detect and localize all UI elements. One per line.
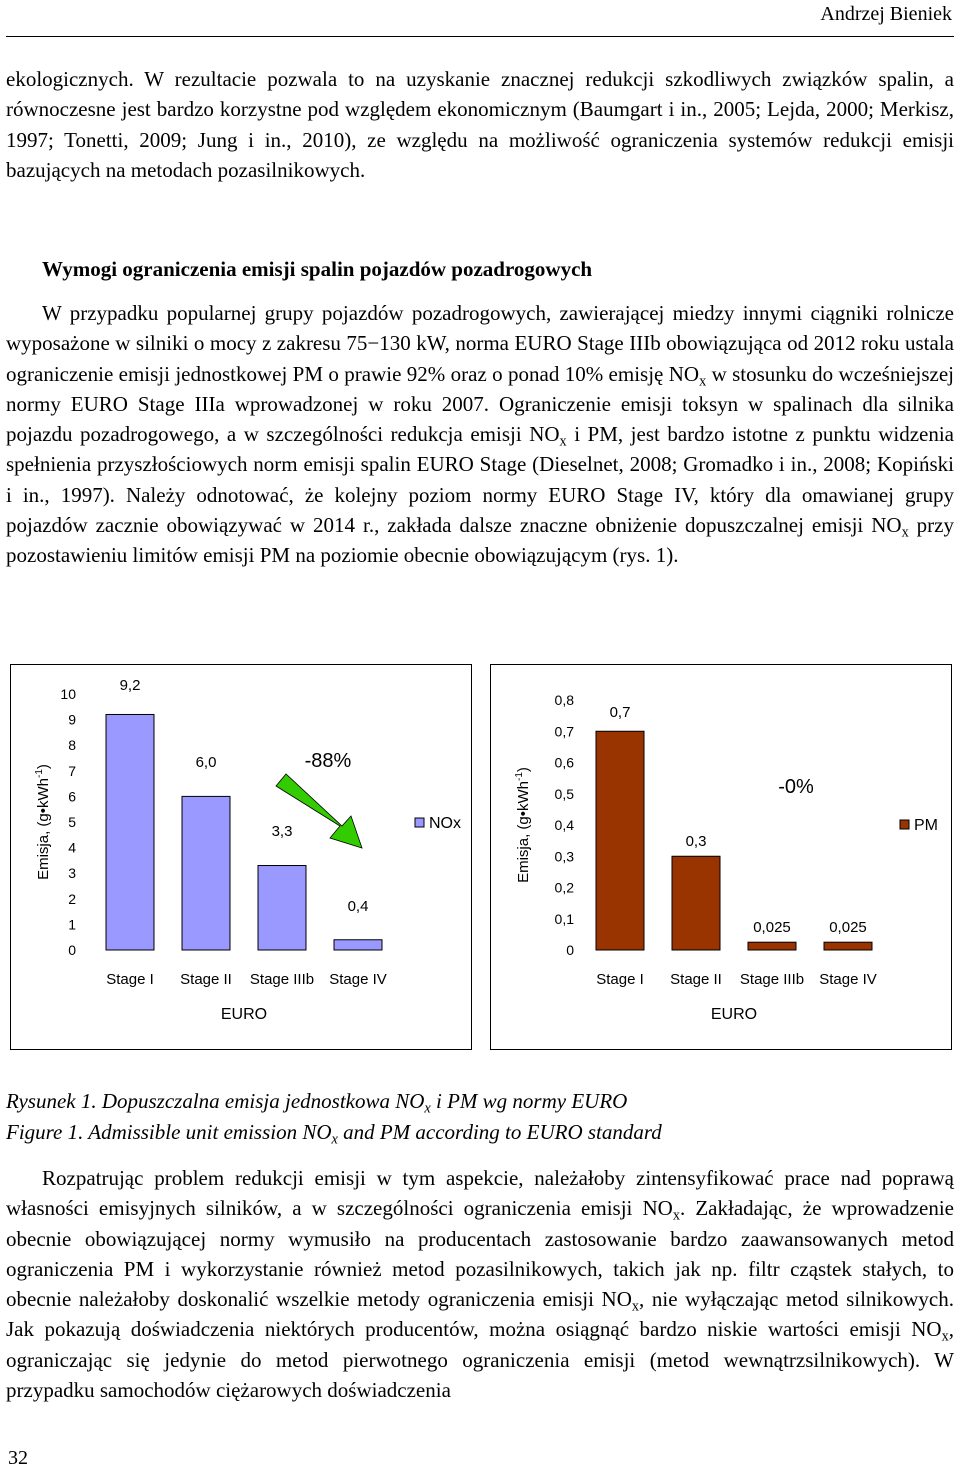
section-heading: Wymogi ograniczenia emisji spalin pojazd… [42,257,593,281]
y-tick-label: 9 [68,712,76,728]
y-tick-label: 10 [60,686,76,702]
x-axis-title: EURO [711,1006,757,1023]
y-tick-label: 6 [68,788,76,804]
y-tick-label: 0 [566,942,574,958]
y-tick-label: 0,8 [555,692,575,708]
figure-caption-en: Figure 1. Admissible unit emission NOx a… [6,1120,662,1148]
x-axis-title: EURO [221,1006,267,1023]
reduction-annotation: -88% [305,750,352,772]
y-tick-label: 8 [68,737,76,753]
paragraph-requirements: W przypadku popularnej grupy pojazdów po… [6,301,954,568]
header-rule [6,36,954,37]
paragraph-intro: ekologicznych. W rezultacie pozwala to n… [6,67,954,182]
y-tick-label: 0,2 [555,880,575,896]
bar-value-label: 0,3 [686,833,707,850]
bar-value-label: 3,3 [272,823,293,840]
bar-stage-iv [333,939,383,951]
bar-value-label: 6,0 [196,754,217,771]
y-tick-label: 0,4 [555,817,575,833]
legend-label: PM [914,817,938,834]
y-axis-title: Emisja, (g•kWh-1) [514,767,532,883]
x-category-label: Stage IV [819,971,877,988]
legend-label: NOx [429,815,461,832]
bar-stage-iv [823,941,873,951]
bar-stage-ii [181,795,231,951]
y-tick-label: 0,7 [555,723,575,739]
y-tick-label: 5 [68,814,76,830]
reduction-arrow [275,773,363,849]
bar-stage-iiib [257,865,307,951]
x-category-label: Stage II [180,971,232,988]
bar-value-label: 0,025 [753,919,791,936]
y-tick-label: 7 [68,763,76,779]
legend-swatch [899,819,910,830]
bar-stage-i [105,713,155,951]
figure-charts: 0 1 2 3 4 5 6 7 8 9 10 Emisja, (g•kWh-1) 9,2 Stage I 6… [10,664,952,1050]
pm-chart: 0 0,1 0,2 0,3 0,4 0,5 0,6 0,7 0,8 Emisja, (g•kWh-… [490,664,952,1050]
bar-value-label: 0,4 [348,898,369,915]
page-number: 32 [8,1447,28,1469]
bar-value-label: 0,025 [829,919,867,936]
x-category-label: Stage IIIb [250,971,314,988]
page-header-author: Andrzej Bieniek [820,3,952,25]
y-tick-label: 3 [68,865,76,881]
nox-chart: 0 1 2 3 4 5 6 7 8 9 10 Emisja, (g•kWh-1) 9,2 Stage I 6… [10,664,472,1050]
y-tick-label: 2 [68,891,76,907]
y-tick-label: 0,5 [555,786,575,802]
x-category-label: Stage I [106,971,154,988]
y-tick-label: 0,1 [555,911,575,927]
x-category-label: Stage IIIb [740,971,804,988]
bar-stage-iiib [747,941,797,951]
bar-stage-ii [671,855,721,951]
reduction-annotation: -0% [778,776,814,798]
bar-value-label: 0,7 [610,704,631,721]
y-tick-label: 4 [68,840,76,856]
figure-caption-pl: Rysunek 1. Dopuszczalna emisja jednostko… [6,1089,628,1117]
chart-frame [10,664,472,1050]
x-category-label: Stage II [670,971,722,988]
y-tick-label: 0 [68,942,76,958]
bar-stage-i [595,730,645,951]
y-tick-label: 0,3 [555,848,575,864]
y-axis-title: Emisja, (g•kWh-1) [34,764,52,880]
chart-frame [490,664,952,1050]
x-category-label: Stage I [596,971,644,988]
x-category-label: Stage IV [329,971,387,988]
y-tick-label: 1 [68,916,76,932]
paragraph-reduction: Rozpatrując problem redukcji emisji w ty… [6,1166,954,1403]
y-tick-label: 0,6 [555,755,575,771]
legend-swatch [414,817,425,828]
bar-value-label: 9,2 [120,677,141,694]
